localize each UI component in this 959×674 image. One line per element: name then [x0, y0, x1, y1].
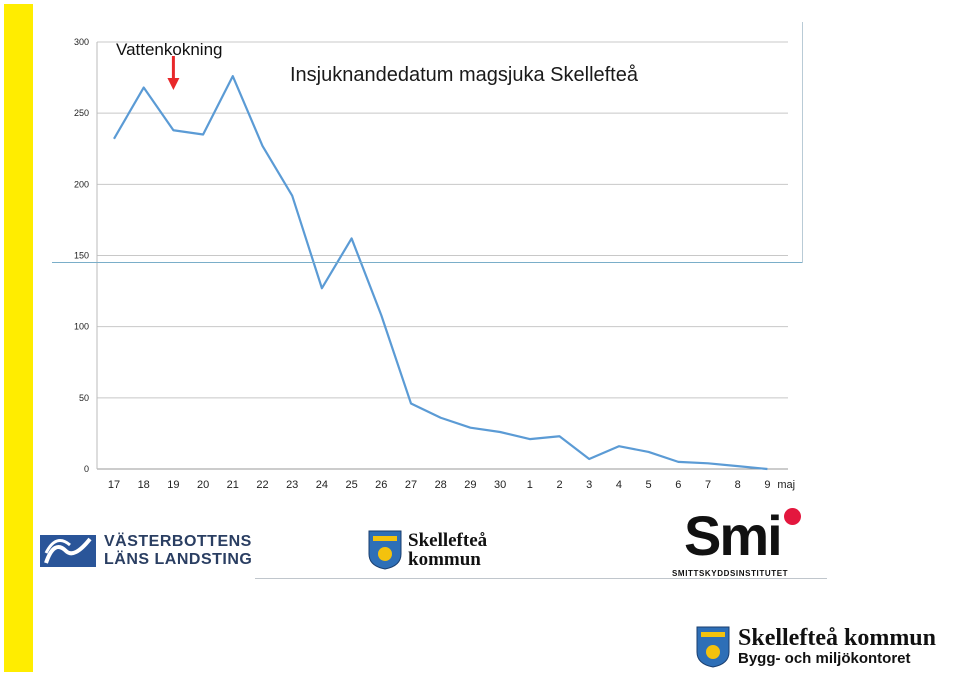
y-tick-label: 250 [74, 108, 89, 118]
smi-logo: Smi SMITTSKYDDSINSTITUTET [672, 504, 824, 580]
vll-logo: VÄSTERBOTTENS LÄNS LANDSTING [40, 533, 252, 569]
vll-line1: VÄSTERBOTTENS [104, 533, 252, 550]
bygg-miljo-dept: Bygg- och miljökontoret [738, 650, 911, 667]
x-tick-label: 21 [227, 479, 239, 491]
x-unit-label: maj [777, 479, 795, 491]
x-tick-label: 24 [316, 479, 328, 491]
arrow-head-icon [167, 78, 180, 90]
series-line [113, 75, 768, 471]
x-tick-label: 3 [586, 479, 592, 491]
annotation-label: Vattenkokning [116, 40, 223, 59]
x-tick-label: 8 [735, 479, 741, 491]
x-tick-label: 25 [345, 479, 357, 491]
x-tick-label: 30 [494, 479, 506, 491]
x-tick-label: 5 [646, 479, 652, 491]
x-tick-label: 28 [435, 479, 447, 491]
x-tick-label: 20 [197, 479, 209, 491]
x-tick-label: 26 [375, 479, 387, 491]
x-tick-label: 9 [764, 479, 770, 491]
yellow-side-bar [4, 4, 33, 672]
x-tick-label: 18 [138, 479, 150, 491]
annotation-arrow [167, 56, 180, 90]
x-tick-label: 1 [527, 479, 533, 491]
y-tick-labels: 0 50 100 150 200 250 300 [74, 37, 89, 474]
skelleftea-line2: kommun [408, 549, 481, 570]
x-tick-label: 19 [167, 479, 179, 491]
x-tick-label: 4 [616, 479, 622, 491]
skelleftea-logo: Skellefteå kommun [368, 530, 487, 570]
y-tick-label: 300 [74, 37, 89, 47]
chart-gridlines [96, 41, 788, 470]
vertical-divider [802, 22, 803, 263]
vll-emblem-icon [40, 535, 96, 567]
skelleftea-line1: Skellefteå [408, 530, 488, 551]
x-tick-label: 22 [256, 479, 268, 491]
y-tick-label: 200 [74, 179, 89, 189]
x-tick-label: 6 [675, 479, 681, 491]
smi-full-name: SMITTSKYDDSINSTITUTET [672, 569, 789, 578]
x-tick-label: 29 [464, 479, 476, 491]
chart-title: Insjuknandedatum magsjuka Skellefteå [290, 64, 638, 86]
x-tick-label: 2 [556, 479, 562, 491]
vll-line2: LÄNS LANDSTING [104, 551, 253, 568]
x-tick-label: 23 [286, 479, 298, 491]
logo-divider [255, 578, 827, 579]
x-tick-label: 7 [705, 479, 711, 491]
skelleftea-kommun-name: Skellefteå kommun [738, 625, 936, 651]
y-tick-label: 100 [74, 322, 89, 332]
smi-dot-icon [784, 508, 801, 525]
horizontal-divider [52, 262, 803, 263]
x-tick-label: 17 [108, 479, 120, 491]
coat-of-arms-icon [368, 530, 402, 570]
x-tick-label: 27 [405, 479, 417, 491]
coat-of-arms-icon [696, 626, 730, 668]
skelleftea-bygg-logo: Skellefteå kommun Bygg- och miljökontore… [696, 626, 936, 668]
x-tick-labels: 17 18 19 20 21 22 23 24 25 26 27 28 29 30 1 2 3 4 5 6 7 8 9 maj [108, 479, 795, 491]
smi-name: Smi [684, 504, 783, 567]
y-tick-label: 0 [84, 464, 89, 474]
y-tick-label: 50 [79, 393, 89, 403]
y-tick-label: 150 [74, 251, 89, 261]
